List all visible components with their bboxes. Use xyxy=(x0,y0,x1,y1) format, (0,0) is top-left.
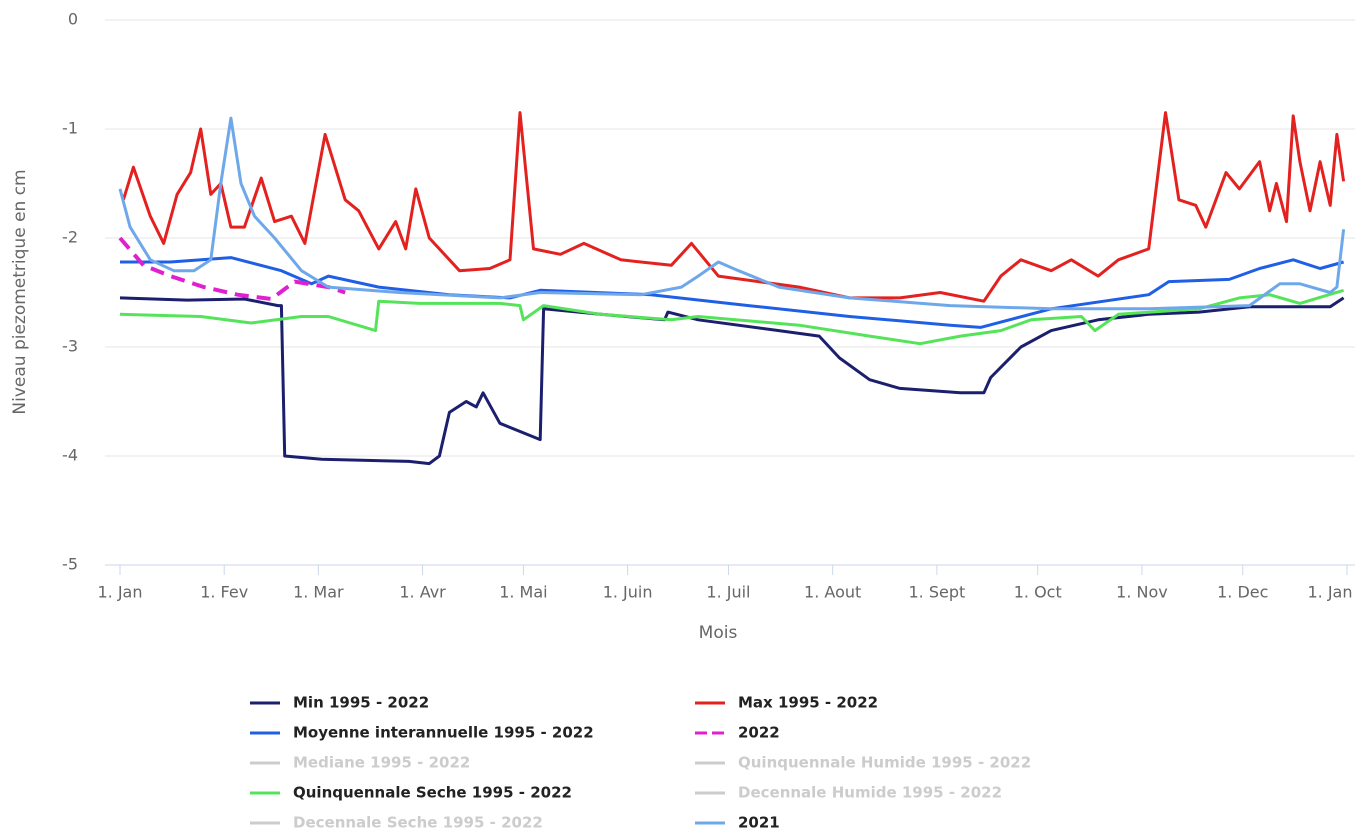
x-tick-label: 1. Juil xyxy=(706,583,750,602)
y-tick-label: -5 xyxy=(62,555,78,574)
series-line xyxy=(118,116,1346,311)
y-tick-label: -3 xyxy=(62,337,78,356)
x-tick-label: 1. Mar xyxy=(293,583,344,602)
x-tick-label: 1. Juin xyxy=(603,583,653,602)
legend-label[interactable]: Max 1995 - 2022 xyxy=(738,694,878,712)
y-tick-label: -2 xyxy=(62,228,78,247)
x-tick-label: 1. Aout xyxy=(804,583,861,602)
y-tick-label: -1 xyxy=(62,119,78,138)
series-line xyxy=(121,111,1346,303)
y-axis-label: Niveau piezometrique en cm xyxy=(10,169,30,414)
legend-label[interactable]: Quinquennale Seche 1995 - 2022 xyxy=(293,784,572,802)
series-line xyxy=(119,288,1345,346)
legend-label[interactable]: Min 1995 - 2022 xyxy=(293,694,429,712)
series-line xyxy=(118,236,346,301)
legend-label[interactable]: Moyenne interannuelle 1995 - 2022 xyxy=(293,724,594,742)
legend-label[interactable]: Quinquennale Humide 1995 - 2022 xyxy=(738,754,1031,772)
x-tick-label: 1. Avr xyxy=(399,583,446,602)
legend-label[interactable]: 2022 xyxy=(738,724,780,742)
x-tick-label: 1. Oct xyxy=(1014,583,1062,602)
legend-label[interactable]: Mediane 1995 - 2022 xyxy=(293,754,470,772)
legend-label[interactable]: Decennale Humide 1995 - 2022 xyxy=(738,784,1002,802)
legend-label[interactable]: Decennale Seche 1995 - 2022 xyxy=(293,814,543,830)
x-tick-label: 1. Sept xyxy=(908,583,965,602)
x-tick-label: 1. Nov xyxy=(1116,583,1168,602)
x-tick-label: 1. Jan xyxy=(1307,583,1352,602)
series-line xyxy=(119,296,1345,466)
x-axis-label: Mois xyxy=(699,623,738,643)
y-tick-label: -4 xyxy=(62,446,78,465)
y-tick-label: 0 xyxy=(68,10,78,29)
x-tick-label: 1. Mai xyxy=(499,583,547,602)
x-tick-label: 1. Dec xyxy=(1217,583,1268,602)
legend-label[interactable]: 2021 xyxy=(738,814,780,830)
series-line xyxy=(120,256,1344,329)
x-tick-label: 1. Fev xyxy=(200,583,248,602)
x-tick-label: 1. Jan xyxy=(97,583,142,602)
